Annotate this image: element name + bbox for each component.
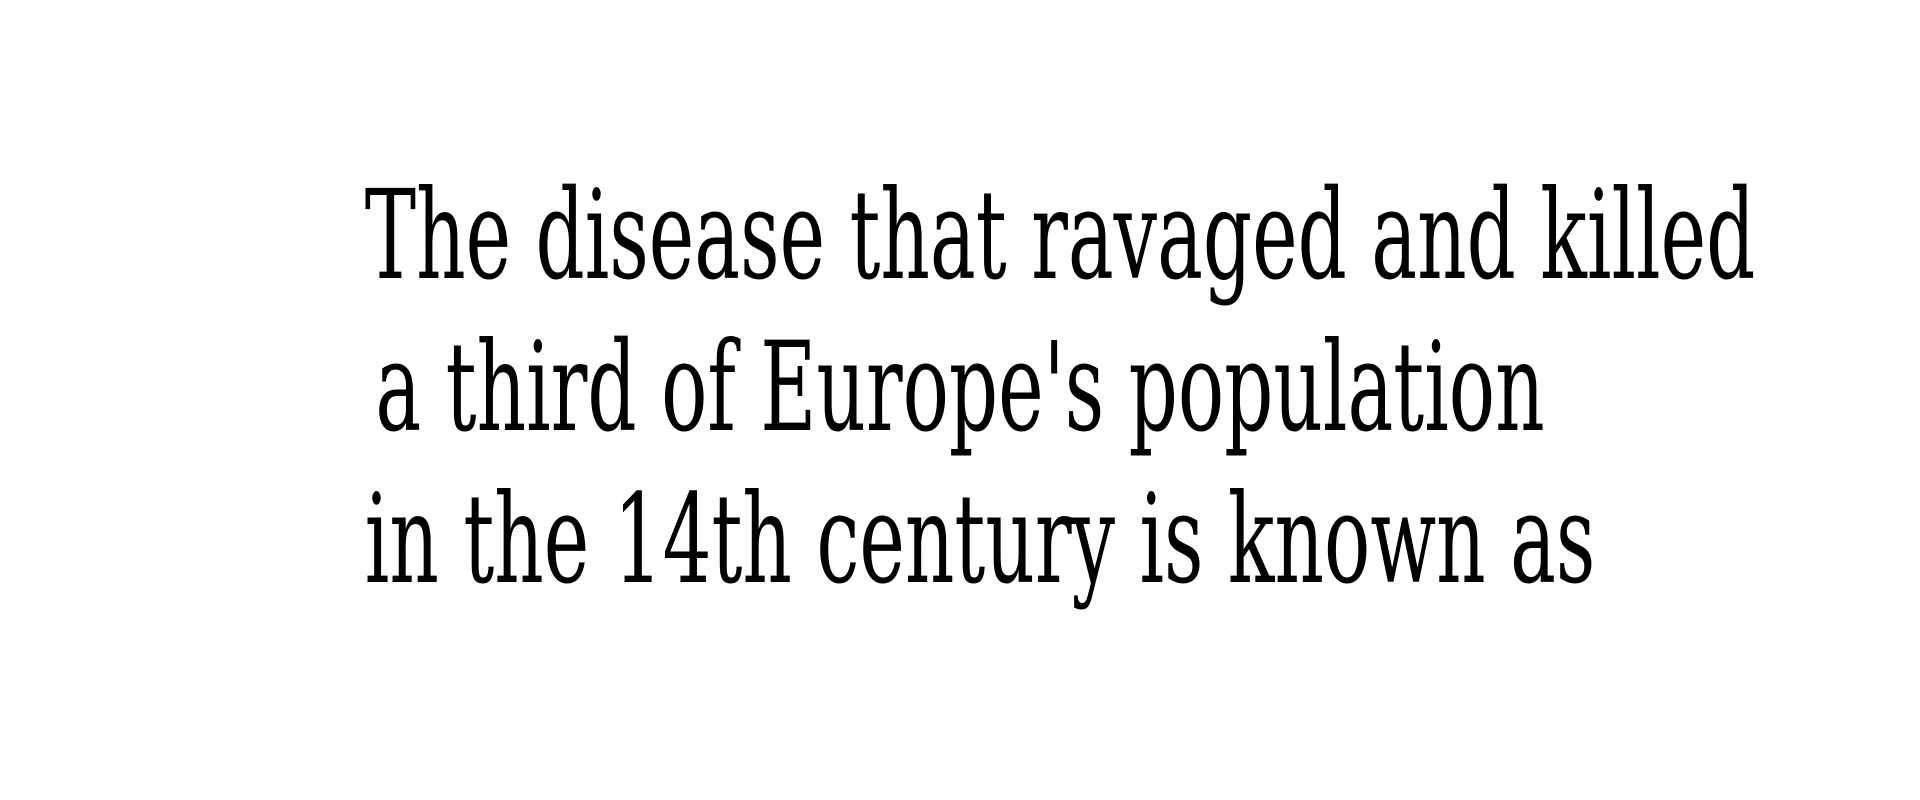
question-text: The disease that ravaged and killed a th… (0, 160, 1920, 616)
question-line-2: a third of Europe's population (375, 316, 1545, 460)
question-line-3: in the 14th century is known as (364, 468, 1596, 612)
question-line-1: The disease that ravaged and killed (364, 164, 1756, 308)
